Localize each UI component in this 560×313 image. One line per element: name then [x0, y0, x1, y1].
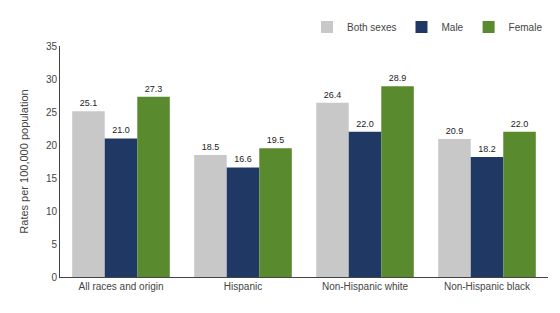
svg-text:18.2: 18.2	[478, 144, 496, 154]
svg-text:19.5: 19.5	[267, 135, 285, 145]
svg-text:16.6: 16.6	[234, 154, 252, 164]
svg-text:18.5: 18.5	[202, 142, 220, 152]
svg-text:20.9: 20.9	[446, 126, 464, 136]
svg-text:30: 30	[46, 74, 58, 85]
svg-text:Both sexes: Both sexes	[347, 22, 396, 33]
svg-text:0: 0	[51, 272, 57, 283]
svg-text:35: 35	[46, 41, 58, 52]
svg-text:Non-Hispanic white: Non-Hispanic white	[322, 281, 409, 292]
svg-text:15: 15	[46, 173, 58, 184]
svg-text:20: 20	[46, 140, 58, 151]
svg-text:All races and origin: All races and origin	[78, 281, 163, 292]
svg-text:21.0: 21.0	[112, 125, 130, 135]
svg-text:25: 25	[46, 107, 58, 118]
svg-text:10: 10	[46, 206, 58, 217]
svg-text:28.9: 28.9	[389, 73, 407, 83]
svg-text:22.0: 22.0	[356, 119, 374, 129]
svg-text:Male: Male	[441, 22, 463, 33]
svg-text:26.4: 26.4	[324, 90, 342, 100]
svg-text:22.0: 22.0	[511, 119, 529, 129]
svg-text:Rates per 100,000 population: Rates per 100,000 population	[18, 89, 30, 233]
svg-text:Non-Hispanic black: Non-Hispanic black	[444, 281, 531, 292]
svg-text:5: 5	[51, 239, 57, 250]
svg-text:Hispanic: Hispanic	[224, 281, 262, 292]
svg-text:27.3: 27.3	[145, 84, 163, 94]
svg-text:Female: Female	[509, 22, 543, 33]
svg-text:25.1: 25.1	[80, 98, 98, 108]
